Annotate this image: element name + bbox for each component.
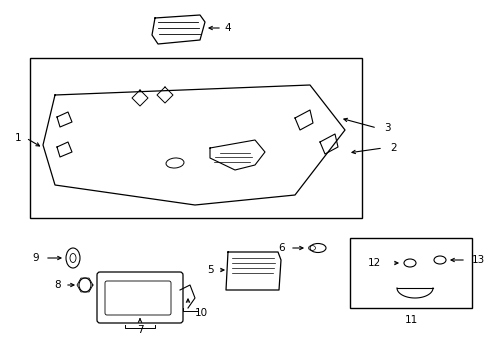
Text: 1: 1 (15, 133, 21, 143)
Text: 3: 3 (384, 123, 391, 133)
Text: 12: 12 (368, 258, 381, 268)
Text: 8: 8 (55, 280, 61, 290)
Text: 7: 7 (137, 325, 143, 335)
Text: 10: 10 (195, 308, 208, 318)
Text: 4: 4 (225, 23, 231, 33)
Text: 11: 11 (404, 315, 417, 325)
Text: 9: 9 (33, 253, 39, 263)
Text: 5: 5 (207, 265, 213, 275)
Bar (350, 238, 472, 308)
Text: 13: 13 (472, 255, 485, 265)
Text: 6: 6 (279, 243, 285, 253)
Text: 2: 2 (390, 143, 396, 153)
Bar (30, 58, 362, 218)
